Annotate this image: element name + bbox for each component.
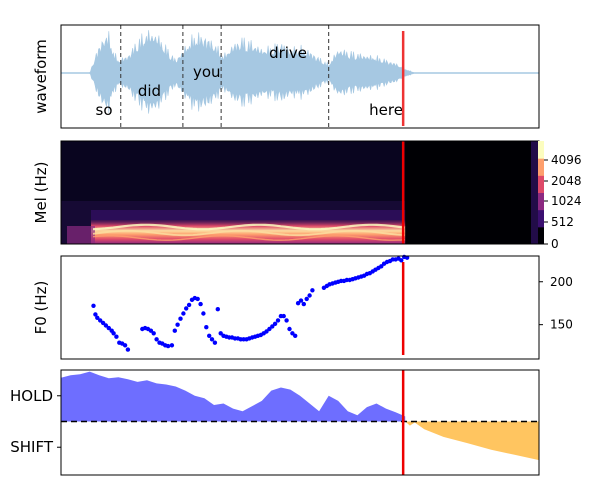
f0-point <box>181 311 186 316</box>
f0-point <box>301 301 306 307</box>
f0-point <box>100 320 106 326</box>
f0-point <box>125 347 131 352</box>
f0-point <box>304 296 309 302</box>
turn-tick-label-hold: HOLD <box>10 387 53 405</box>
f0-point <box>106 325 112 331</box>
f0-point <box>186 302 192 308</box>
f0-point <box>111 331 116 336</box>
f0-point <box>207 333 212 338</box>
mel-harmonic-0 <box>92 223 406 231</box>
f0-tick-label-0: 150 <box>550 318 573 332</box>
f0-point <box>93 312 98 317</box>
f0-point <box>114 334 119 339</box>
mel-tick-label-3: 2048 <box>551 174 582 188</box>
mel-ylabel: Mel (Hz) <box>32 162 50 224</box>
f0-point <box>404 255 410 260</box>
f0-point <box>212 340 218 345</box>
colorbar-segment-3 <box>538 175 544 193</box>
colorbar-segment-4 <box>538 158 544 176</box>
mel-energy-onset <box>67 226 95 244</box>
f0-point <box>293 333 298 338</box>
f0-point <box>264 329 269 334</box>
f0-point <box>148 328 154 333</box>
f0-point <box>169 343 175 348</box>
f0-point <box>307 293 312 298</box>
mel-edge <box>531 141 539 244</box>
f0-yticks: 150 200 <box>539 275 573 332</box>
turn-yticks: HOLD SHIFT <box>10 387 61 456</box>
f0-point <box>275 318 281 323</box>
word-label-did: did <box>138 82 161 100</box>
hold-area <box>61 371 406 422</box>
f0-point <box>272 321 278 326</box>
f0-point <box>172 328 177 333</box>
colorbar-segment-5 <box>538 141 544 159</box>
f0-point <box>165 343 171 349</box>
f0-point <box>267 326 272 332</box>
f0-point <box>122 343 128 348</box>
f0-point <box>204 325 209 330</box>
word-label-drive: drive <box>269 44 307 62</box>
colorbar-segment-2 <box>538 192 544 211</box>
f0-point <box>295 301 301 306</box>
f0-point <box>195 296 200 302</box>
f0-point <box>209 337 215 342</box>
f0-point <box>154 337 159 342</box>
f0-point <box>215 307 220 312</box>
f0-point <box>270 324 275 329</box>
mel-harmonic-1 <box>92 229 406 237</box>
f0-point <box>91 303 96 308</box>
f0-panel: 150 200 F0 (Hz) <box>32 254 573 360</box>
waveform-ylabel: waveform <box>32 39 50 114</box>
mel-colorbar <box>538 141 544 245</box>
mel-yticks: 0 512 1024 2048 4096 <box>544 153 582 251</box>
word-label-you: you <box>193 63 221 81</box>
turn-panel: HOLD SHIFT <box>10 369 540 476</box>
mel-tick-label-2: 1024 <box>551 194 582 208</box>
turn-axes-frame <box>60 369 540 476</box>
f0-point <box>95 315 100 320</box>
f0-point <box>284 318 289 323</box>
waveform-envelope <box>61 30 539 114</box>
mel-silence <box>405 141 539 244</box>
mel-tick-label-4: 4096 <box>551 153 582 167</box>
f0-point <box>184 306 189 311</box>
f0-point <box>201 311 206 316</box>
f0-points <box>91 254 410 352</box>
word-boundaries <box>120 25 330 128</box>
mel-tick-label-1: 512 <box>551 215 574 229</box>
colorbar-segment-1 <box>538 209 544 228</box>
mel-tick-label-0: 0 <box>551 237 559 251</box>
f0-point <box>98 318 103 323</box>
f0-point <box>379 264 384 269</box>
f0-point <box>218 331 223 336</box>
mel-harmonic-2 <box>92 235 406 241</box>
f0-point <box>310 288 315 293</box>
word-label-here: here <box>369 101 403 119</box>
f0-point <box>103 323 109 328</box>
f0-point <box>198 301 203 307</box>
mel-upper-haze <box>91 210 406 220</box>
f0-point <box>290 331 295 336</box>
f0-point <box>399 258 404 263</box>
waveform-panel: so did you drive here waveform <box>32 24 540 129</box>
word-label-so: so <box>96 101 113 119</box>
shift-area <box>405 421 539 461</box>
f0-point <box>151 331 156 336</box>
turn-tick-label-shift: SHIFT <box>10 438 54 456</box>
word-labels: so did you drive here <box>96 44 403 119</box>
f0-ylabel: F0 (Hz) <box>32 281 50 335</box>
f0-point <box>178 316 183 321</box>
mel-energy <box>61 141 539 244</box>
f0-point <box>298 298 304 303</box>
colorbar-segment-0 <box>538 226 544 245</box>
f0-point <box>175 322 180 327</box>
f0-axes-frame <box>60 255 540 360</box>
waveform-axes-frame <box>60 24 540 129</box>
f0-point <box>281 313 286 319</box>
f0-point <box>287 326 292 332</box>
f0-tick-label-1: 200 <box>550 275 573 289</box>
mel-panel: 0 512 1024 2048 4096 Mel (Hz) <box>32 140 582 251</box>
